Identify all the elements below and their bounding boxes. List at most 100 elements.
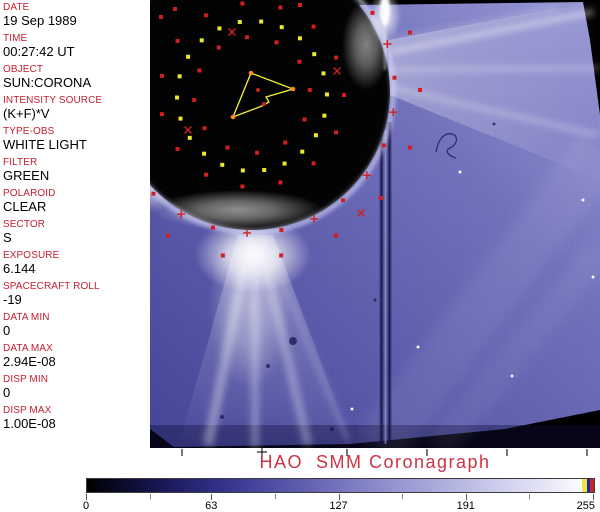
red-rim-ring-dot xyxy=(210,225,215,230)
yellow-ring-dot xyxy=(199,38,204,43)
red-outer-ring-dot xyxy=(220,253,225,258)
field-value: CLEAR xyxy=(3,199,47,214)
yellow-ring-dot xyxy=(240,168,245,173)
meta-field-sector: SECTOR S xyxy=(3,219,150,245)
red-inner-ring-dot xyxy=(244,35,249,40)
coronagraph-image xyxy=(140,0,600,457)
red-inner-ring-dot xyxy=(307,87,312,92)
field-value: S xyxy=(3,230,12,245)
red-inner-ring-dot xyxy=(255,150,260,155)
marker-plus xyxy=(389,108,398,117)
pylon-glare xyxy=(369,0,401,70)
field-value: -19 xyxy=(3,292,22,307)
pointer-inner-dot xyxy=(262,102,266,106)
colorbar-stripe-yellow xyxy=(582,479,587,492)
yellow-ring-dot xyxy=(186,54,191,59)
red-outer-ring-dot xyxy=(166,233,170,238)
colorbar-minor-tick xyxy=(529,494,531,499)
red-outer-ring-dot xyxy=(334,233,338,238)
red-middle-ring-dot xyxy=(311,161,316,166)
field-value: 1.00E-08 xyxy=(3,416,56,431)
yellow-ring-dot xyxy=(282,161,287,166)
yellow-ring-dot xyxy=(262,168,267,173)
colorbar-stripe-red xyxy=(590,479,594,492)
star-dot xyxy=(416,345,420,349)
rim-glow xyxy=(150,0,395,234)
red-inner-ring-dot xyxy=(197,68,202,73)
yellow-ring-dot xyxy=(312,52,317,57)
right-streamer-fan xyxy=(387,0,600,180)
red-inner-ring-dot xyxy=(192,98,197,103)
yellow-ring-dot xyxy=(259,19,264,24)
film-scratch xyxy=(435,133,458,159)
meta-field-exposure: EXPOSURE 6.144 xyxy=(3,250,150,276)
colorbar xyxy=(86,478,595,493)
red-inner-ring-dot xyxy=(274,40,279,45)
field-label: SECTOR xyxy=(3,219,46,230)
yellow-ring-dot xyxy=(321,71,326,76)
image-title: HAO SMM Coronagraph xyxy=(259,452,491,472)
colorbar-major-tick xyxy=(211,494,213,500)
dark-spot xyxy=(492,122,496,126)
colorbar-tick-label: 63 xyxy=(205,500,218,512)
red-rim-ring-dot xyxy=(151,191,156,196)
red-middle-ring-dot xyxy=(334,55,339,60)
field-label: TYPE-OBS xyxy=(3,126,55,137)
dark-spot xyxy=(373,298,377,302)
rim-bottom-glow xyxy=(153,190,323,230)
red-middle-ring-dot xyxy=(240,1,245,6)
meta-field-object: OBJECT SUN:CORONA xyxy=(3,64,150,90)
yellow-ring-dot xyxy=(313,133,318,138)
marker-dot xyxy=(298,3,302,7)
yellow-ring-dot xyxy=(178,116,183,121)
yellow-ring-dot xyxy=(322,113,327,118)
colorbar-stripe-blue xyxy=(587,479,590,492)
red-middle-ring-dot xyxy=(334,130,339,135)
red-inner-ring-dot xyxy=(283,140,288,145)
red-outer-ring-dot xyxy=(378,195,383,200)
yellow-ring-dot xyxy=(202,151,207,156)
yellow-ring-dot xyxy=(175,95,180,100)
dark-spot xyxy=(330,427,334,431)
vertical-artifact xyxy=(379,122,392,446)
star-dot xyxy=(458,170,462,174)
colorbar-minor-tick xyxy=(402,494,404,499)
marker-x xyxy=(184,126,192,134)
red-rim-ring-dot xyxy=(341,198,346,203)
meta-field-disp-min: DISP MIN 0 xyxy=(3,374,150,400)
yellow-ring-dot xyxy=(279,25,284,30)
red-outer-ring-dot xyxy=(418,88,422,92)
red-middle-ring-dot xyxy=(160,73,165,78)
colorbar-tick-label: 0 xyxy=(82,500,90,512)
marker-plus xyxy=(177,210,186,219)
meta-field-disp-max: DISP MAX 1.00E-08 xyxy=(3,405,150,431)
red-middle-ring-dot xyxy=(278,180,283,185)
marker-plus xyxy=(383,39,392,48)
red-outer-ring-dot xyxy=(407,145,412,150)
colorbar-area: 0 63 127 191 255 xyxy=(82,478,595,512)
diagonal-bands xyxy=(357,135,600,448)
colorbar-major-tick xyxy=(593,494,594,500)
red-outer-ring-dot xyxy=(279,253,284,258)
red-middle-ring-dot xyxy=(175,38,180,43)
colorbar-tick-label: 191 xyxy=(456,500,475,512)
red-middle-ring-dot xyxy=(342,93,346,97)
field-value: WHITE LIGHT xyxy=(3,137,87,152)
marker-x xyxy=(357,209,365,217)
field-label: SPACECRAFT ROLL xyxy=(3,281,100,292)
meta-field-type-obs: TYPE-OBS WHITE LIGHT xyxy=(3,126,150,152)
field-value: (K+F)*V xyxy=(3,106,50,121)
meta-field-polaroid: POLAROID CLEAR xyxy=(3,188,150,214)
star-dot xyxy=(591,275,595,279)
field-value: GREEN xyxy=(3,168,50,183)
meta-field-data-max: DATA MAX 2.94E-08 xyxy=(3,343,150,369)
field-value: 19 Sep 1989 xyxy=(3,13,77,28)
star-dot xyxy=(581,198,585,202)
colorbar-tick-label: 127 xyxy=(329,500,348,512)
field-label: DATE xyxy=(3,2,30,13)
marker-plus xyxy=(309,214,318,223)
red-middle-ring-dot xyxy=(204,13,208,18)
field-label: DISP MAX xyxy=(3,405,52,416)
field-label: DATA MAX xyxy=(3,343,53,354)
field-label: EXPOSURE xyxy=(3,250,60,261)
